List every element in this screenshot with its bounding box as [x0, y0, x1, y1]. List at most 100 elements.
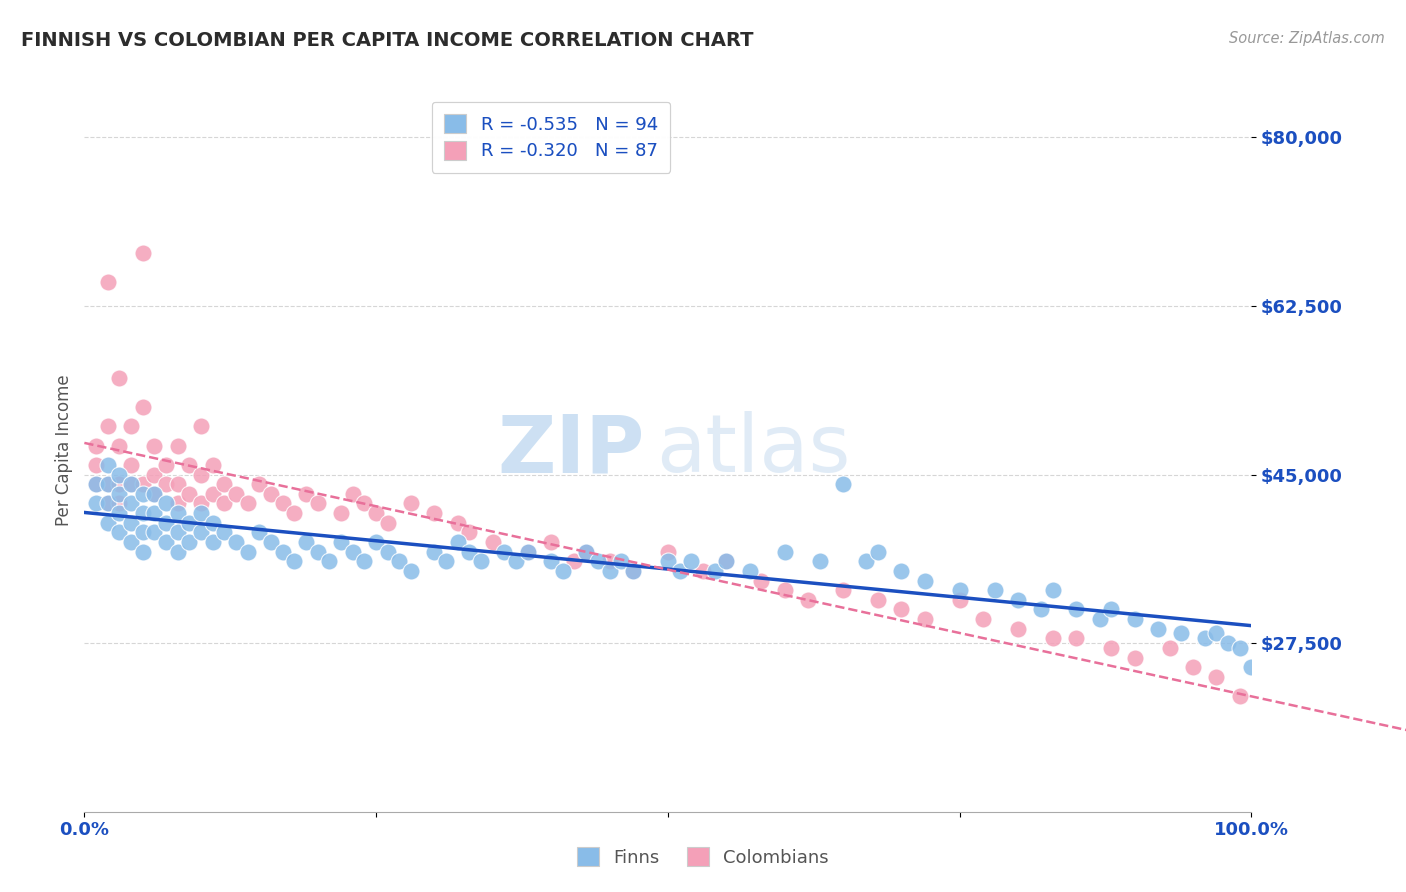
Point	[353, 496, 375, 510]
Point	[120, 477, 142, 491]
Point	[143, 439, 166, 453]
Point	[84, 439, 107, 453]
Point	[307, 544, 329, 558]
Point	[1123, 612, 1146, 626]
Point	[108, 506, 131, 520]
Point	[1194, 632, 1216, 646]
Point	[447, 535, 470, 549]
Point	[716, 554, 738, 568]
Point	[505, 554, 527, 568]
Legend: R = -0.535   N = 94, R = -0.320   N = 87: R = -0.535 N = 94, R = -0.320 N = 87	[432, 102, 671, 173]
Point	[201, 516, 224, 530]
Point	[342, 487, 364, 501]
Point	[97, 496, 120, 510]
Text: FINNISH VS COLOMBIAN PER CAPITA INCOME CORRELATION CHART: FINNISH VS COLOMBIAN PER CAPITA INCOME C…	[21, 31, 754, 50]
Point	[295, 487, 318, 501]
Point	[179, 487, 201, 501]
Point	[1368, 742, 1391, 756]
Point	[692, 564, 714, 578]
Point	[1240, 660, 1263, 674]
Point	[1099, 602, 1122, 616]
Point	[214, 477, 236, 491]
Point	[621, 564, 644, 578]
Point	[1159, 640, 1181, 655]
Point	[190, 506, 212, 520]
Point	[516, 544, 538, 558]
Point	[108, 439, 131, 453]
Point	[855, 554, 877, 568]
Point	[1147, 622, 1170, 636]
Point	[271, 544, 294, 558]
Point	[190, 467, 212, 482]
Point	[120, 477, 142, 491]
Point	[1299, 718, 1322, 732]
Point	[108, 467, 131, 482]
Point	[132, 506, 155, 520]
Point	[155, 458, 177, 472]
Point	[120, 419, 142, 434]
Point	[972, 612, 994, 626]
Point	[155, 535, 177, 549]
Point	[681, 554, 703, 568]
Point	[108, 496, 131, 510]
Point	[143, 487, 166, 501]
Point	[143, 506, 166, 520]
Point	[307, 496, 329, 510]
Point	[599, 554, 621, 568]
Point	[1123, 650, 1146, 665]
Point	[260, 535, 283, 549]
Point	[1031, 602, 1053, 616]
Point	[914, 574, 936, 588]
Point	[447, 516, 470, 530]
Point	[1007, 622, 1029, 636]
Text: atlas: atlas	[657, 411, 851, 490]
Point	[1066, 632, 1088, 646]
Point	[773, 544, 796, 558]
Point	[190, 419, 212, 434]
Point	[668, 564, 690, 578]
Point	[1088, 612, 1111, 626]
Point	[949, 583, 972, 598]
Point	[1392, 752, 1406, 766]
Point	[388, 554, 411, 568]
Point	[832, 477, 855, 491]
Point	[155, 496, 177, 510]
Point	[716, 554, 738, 568]
Point	[166, 477, 188, 491]
Point	[1229, 640, 1251, 655]
Point	[132, 487, 155, 501]
Point	[866, 592, 889, 607]
Point	[399, 564, 422, 578]
Point	[84, 477, 107, 491]
Point	[914, 612, 936, 626]
Point	[1229, 689, 1251, 703]
Text: ZIP: ZIP	[498, 411, 644, 490]
Point	[97, 477, 120, 491]
Point	[1205, 670, 1227, 684]
Point	[214, 496, 236, 510]
Point	[657, 544, 679, 558]
Point	[318, 554, 340, 568]
Point	[108, 525, 131, 540]
Point	[236, 496, 259, 510]
Point	[470, 554, 492, 568]
Point	[295, 535, 318, 549]
Point	[1042, 632, 1064, 646]
Point	[1042, 583, 1064, 598]
Point	[179, 535, 201, 549]
Point	[610, 554, 633, 568]
Point	[983, 583, 1005, 598]
Point	[155, 477, 177, 491]
Point	[458, 544, 481, 558]
Point	[179, 516, 201, 530]
Point	[84, 477, 107, 491]
Point	[84, 496, 107, 510]
Point	[738, 564, 761, 578]
Point	[225, 535, 247, 549]
Point	[575, 544, 598, 558]
Point	[621, 564, 644, 578]
Point	[377, 516, 399, 530]
Point	[481, 535, 505, 549]
Point	[132, 477, 155, 491]
Point	[342, 544, 364, 558]
